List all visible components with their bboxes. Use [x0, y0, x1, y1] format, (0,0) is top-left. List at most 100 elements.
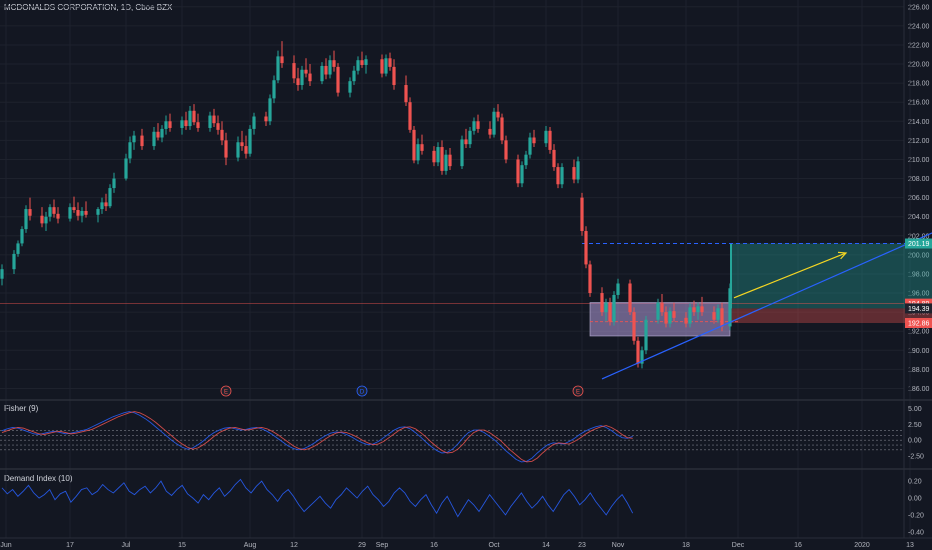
candle	[500, 117, 504, 141]
candle	[104, 202, 108, 207]
candle	[40, 215, 44, 224]
event-marker-label: E	[224, 389, 228, 395]
demand-index-tick-label: 0.00	[908, 496, 922, 503]
candle	[628, 283, 632, 313]
candle	[156, 131, 160, 138]
candle	[364, 59, 368, 65]
fisher-tick-label: -2.50	[908, 454, 924, 461]
fisher-series-line	[1, 411, 633, 463]
candle	[572, 167, 576, 180]
date-tick-label: 15	[178, 542, 186, 549]
demand-index-pane-title: Demand Index (10)	[4, 474, 73, 483]
candle	[0, 269, 4, 279]
price-tick-label: 192.00	[908, 329, 930, 336]
candle	[520, 165, 524, 184]
candle	[608, 302, 612, 322]
fisher-series-line	[1, 411, 633, 463]
candle	[388, 58, 392, 67]
candle	[244, 146, 248, 154]
event-marker-label: E	[576, 389, 580, 395]
candle	[100, 202, 104, 210]
candle	[552, 149, 556, 168]
fisher-tick-label: 2.50	[908, 422, 922, 429]
candle	[476, 121, 480, 129]
candle	[656, 302, 660, 320]
candle	[548, 130, 552, 150]
price-tick-label: 222.00	[908, 42, 930, 49]
demand-index-tick-label: -0.40	[908, 529, 924, 536]
date-tick-label: 17	[66, 542, 74, 549]
candle	[360, 60, 364, 65]
price-axis-badge	[905, 303, 932, 314]
candle	[44, 216, 48, 224]
candle	[196, 122, 200, 128]
price-tick-label: 198.00	[908, 271, 930, 278]
candle	[600, 293, 604, 313]
price-tick-label: 208.00	[908, 176, 930, 183]
demand-index-tick-label: -0.20	[908, 512, 924, 519]
candle	[304, 69, 308, 74]
candle	[716, 308, 720, 320]
event-marker-label: D	[360, 389, 365, 395]
price-tick-label: 202.00	[908, 233, 930, 240]
candle	[212, 115, 216, 124]
candle	[160, 128, 164, 138]
fisher-pane-title: Fisher (9)	[4, 404, 39, 413]
symbol-title: MCDONALDS CORPORATION, 1D, Cboe BZX	[4, 3, 173, 12]
candle	[528, 137, 532, 155]
candle	[392, 66, 396, 86]
candle	[252, 116, 256, 129]
candle	[16, 243, 20, 254]
candle	[432, 150, 436, 163]
candle	[308, 73, 312, 82]
candle	[672, 311, 676, 318]
candle	[684, 317, 688, 324]
candle	[492, 111, 496, 135]
candle	[352, 70, 356, 82]
candle	[712, 312, 716, 320]
price-tick-label: 218.00	[908, 81, 930, 88]
candle	[348, 81, 352, 93]
fisher-tick-label: 0.00	[908, 438, 922, 445]
candle	[408, 102, 412, 130]
candle	[76, 210, 80, 216]
date-tick-label: 18	[682, 542, 690, 549]
candle	[560, 167, 564, 185]
candle	[688, 307, 692, 324]
candle	[576, 161, 580, 180]
date-tick-label: Oct	[489, 542, 500, 549]
date-tick-label: 16	[430, 542, 438, 549]
candle	[612, 294, 616, 322]
candle	[332, 60, 336, 67]
candle	[580, 197, 584, 232]
price-axis-badge	[905, 317, 932, 328]
candle	[668, 311, 672, 324]
price-axis-badge-label: 194.39	[908, 306, 930, 313]
date-tick-label: 14	[542, 542, 550, 549]
candle	[412, 129, 416, 161]
candle	[132, 135, 136, 143]
candle	[80, 210, 84, 216]
candle	[448, 154, 452, 167]
candle	[496, 111, 500, 118]
candle	[644, 319, 648, 351]
candle	[356, 60, 360, 71]
price-tick-label: 224.00	[908, 23, 930, 30]
candle	[300, 69, 304, 86]
candle	[556, 167, 560, 185]
candle	[380, 59, 384, 74]
date-tick-label: 2020	[854, 542, 870, 549]
date-tick-label: Jul	[122, 542, 131, 549]
candle	[152, 131, 156, 147]
support-trendline	[601, 232, 932, 380]
date-tick-label: Dec	[732, 542, 745, 549]
candle	[436, 147, 440, 163]
profit-zone-edge	[730, 243, 732, 309]
demand-index-tick-label: 0.20	[908, 479, 922, 486]
candle	[464, 139, 468, 145]
price-tick-label: 220.00	[908, 62, 930, 69]
candle	[720, 308, 724, 327]
candle	[56, 213, 60, 219]
price-axis-badge-label: 192.86	[908, 320, 930, 327]
